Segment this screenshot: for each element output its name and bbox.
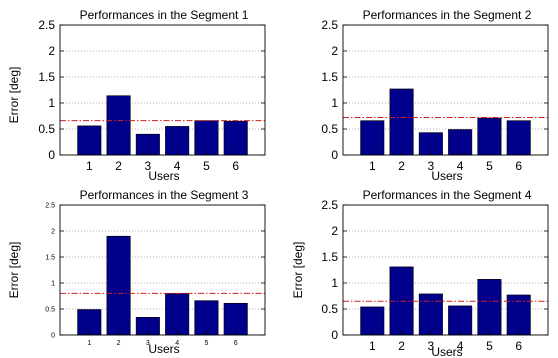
y-tick-label: 0.5 xyxy=(38,122,55,136)
y-tick-label: 2.5 xyxy=(321,198,338,212)
x-tick-label: 3 xyxy=(428,159,435,173)
y-tick-label: 2 xyxy=(48,44,55,58)
y-tick-label: 2 xyxy=(331,224,338,238)
plot-frame xyxy=(342,24,549,156)
x-tick-label: 3 xyxy=(146,340,150,347)
y-tick-label: 0 xyxy=(331,148,338,162)
x-axis-label: Users xyxy=(431,169,462,183)
y-tick-label: 2.5 xyxy=(45,202,55,209)
x-tick-label: 5 xyxy=(486,159,493,173)
y-tick-label: 2 xyxy=(331,44,338,58)
x-tick-label: 2 xyxy=(398,339,405,353)
y-tick-label: 0.5 xyxy=(45,306,55,313)
chart-panel-segment-2: Performances in the Segment 2 Users 0 0.5… xyxy=(321,8,549,183)
y-tick-label: 1.5 xyxy=(38,70,55,84)
y-tick-label: 0 xyxy=(48,148,55,162)
plot-frame xyxy=(59,24,266,156)
bar-user-2 xyxy=(106,235,131,336)
y-tick-label: 0.5 xyxy=(321,122,338,136)
y-tick-label: 1 xyxy=(331,276,338,290)
x-tick-label: 3 xyxy=(428,339,435,353)
bar-user-6 xyxy=(223,302,248,336)
chart-title: Performances in the Segment 3 xyxy=(80,188,249,202)
y-tick-label: 2 xyxy=(51,228,55,235)
y-axis-label: Error [deg] xyxy=(7,67,21,124)
bar-user-3 xyxy=(418,293,443,336)
x-tick-label: 3 xyxy=(145,159,152,173)
y-tick-label: 0 xyxy=(51,332,55,339)
x-tick-label: 4 xyxy=(457,339,464,353)
x-tick-label: 1 xyxy=(86,159,93,173)
x-axis-label: Users xyxy=(148,342,179,356)
y-tick-label: 2.5 xyxy=(38,18,55,32)
x-tick-label: 6 xyxy=(232,159,239,173)
bar-user-1 xyxy=(360,120,385,156)
x-tick-label: 4 xyxy=(174,159,181,173)
bar-user-5 xyxy=(477,117,502,156)
y-tick-label: 1.5 xyxy=(45,254,55,261)
x-tick-label: 6 xyxy=(234,340,238,347)
x-tick-label: 1 xyxy=(87,340,91,347)
y-tick-label: 1 xyxy=(48,96,55,110)
bar-user-4 xyxy=(165,126,190,156)
x-tick-label: 4 xyxy=(175,340,179,347)
x-tick-label: 4 xyxy=(457,159,464,173)
x-tick-label: 6 xyxy=(515,339,522,353)
y-tick-label: 1 xyxy=(331,96,338,110)
chart-panel-segment-3: Performances in the Segment 3 Users Erro… xyxy=(7,188,266,356)
x-tick-label: 1 xyxy=(369,339,376,353)
x-axis-label: Users xyxy=(148,169,179,183)
bar-user-5 xyxy=(477,279,502,336)
bar-user-1 xyxy=(360,306,385,336)
x-tick-label: 1 xyxy=(369,159,376,173)
y-axis-label: Error [deg] xyxy=(7,242,21,299)
bar-user-6 xyxy=(223,120,248,156)
y-axis-label: Error [deg] xyxy=(291,242,305,299)
chart-panel-segment-4: Performances in the Segment 4 Users Erro… xyxy=(291,188,549,358)
plot-frame xyxy=(342,204,549,336)
bar-user-6 xyxy=(506,120,531,156)
y-tick-label: 1.5 xyxy=(321,70,338,84)
x-tick-label: 5 xyxy=(486,339,493,353)
y-tick-label: 1 xyxy=(51,280,55,287)
bar-user-2 xyxy=(106,95,131,156)
chart-title: Performances in the Segment 1 xyxy=(80,8,249,22)
bar-user-2 xyxy=(389,88,414,156)
x-tick-label: 2 xyxy=(115,159,122,173)
bar-user-5 xyxy=(194,120,219,156)
x-tick-label: 2 xyxy=(117,340,121,347)
y-tick-label: 0 xyxy=(331,328,338,342)
x-tick-label: 5 xyxy=(204,340,208,347)
bar-user-4 xyxy=(448,305,473,336)
bar-user-4 xyxy=(165,293,190,336)
bar-user-1 xyxy=(77,125,102,156)
chart-panel-segment-1: Performances in the Segment 1 Users Erro… xyxy=(7,8,266,183)
chart-title: Performances in the Segment 4 xyxy=(363,188,532,202)
chart-title: Performances in the Segment 2 xyxy=(363,8,532,22)
bar-user-5 xyxy=(194,300,219,336)
plot-frame xyxy=(59,204,266,336)
x-axis-label: Users xyxy=(431,345,462,358)
y-tick-label: 2.5 xyxy=(321,18,338,32)
y-tick-label: 1.5 xyxy=(321,250,338,264)
x-tick-label: 6 xyxy=(515,159,522,173)
x-tick-label: 5 xyxy=(203,159,210,173)
y-tick-label: 0.5 xyxy=(321,302,338,316)
x-tick-label: 2 xyxy=(398,159,405,173)
